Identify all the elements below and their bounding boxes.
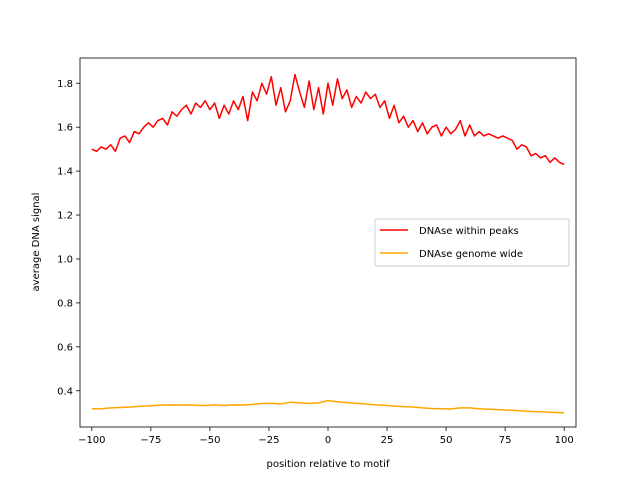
legend-box bbox=[374, 218, 570, 267]
y-tick-label: 1.2 bbox=[57, 211, 73, 222]
series-line-1 bbox=[91, 399, 565, 414]
x-tick-label: −50 bbox=[199, 435, 220, 446]
x-tick-label: 25 bbox=[381, 435, 394, 446]
y-tick-label: 1.6 bbox=[57, 123, 73, 134]
x-tick-label: −75 bbox=[140, 435, 161, 446]
y-axis-ticks: 0.4 0.6 0.8 1.0 1.2 1.4 1.6 1.8 bbox=[57, 79, 80, 397]
legend-label-genome: DNAse genome wide bbox=[419, 249, 523, 260]
y-axis-label: average DNA signal bbox=[31, 193, 42, 292]
x-tick-label: 100 bbox=[555, 435, 574, 446]
y-tick-label: 1.0 bbox=[57, 254, 73, 265]
legend-label-peaks: DNAse within peaks bbox=[419, 226, 519, 237]
x-axis-ticks: −100 −75 −50 −25 0 25 50 75 100 bbox=[78, 427, 574, 446]
legend: DNAse within peaks DNAse genome wide bbox=[374, 218, 570, 267]
x-tick-label: 75 bbox=[499, 435, 512, 446]
x-tick-label: −25 bbox=[258, 435, 279, 446]
x-tick-label: 50 bbox=[440, 435, 453, 446]
y-tick-label: 1.4 bbox=[57, 167, 73, 178]
series-layer bbox=[91, 73, 565, 414]
x-axis-label: position relative to motif bbox=[267, 459, 390, 470]
x-tick-label: −100 bbox=[78, 435, 105, 446]
y-tick-label: 0.6 bbox=[57, 342, 73, 353]
series-line-0 bbox=[91, 73, 565, 166]
x-tick-label: 0 bbox=[325, 435, 331, 446]
y-tick-label: 1.8 bbox=[57, 79, 73, 90]
y-tick-label: 0.4 bbox=[57, 386, 73, 397]
y-tick-label: 0.8 bbox=[57, 298, 73, 309]
